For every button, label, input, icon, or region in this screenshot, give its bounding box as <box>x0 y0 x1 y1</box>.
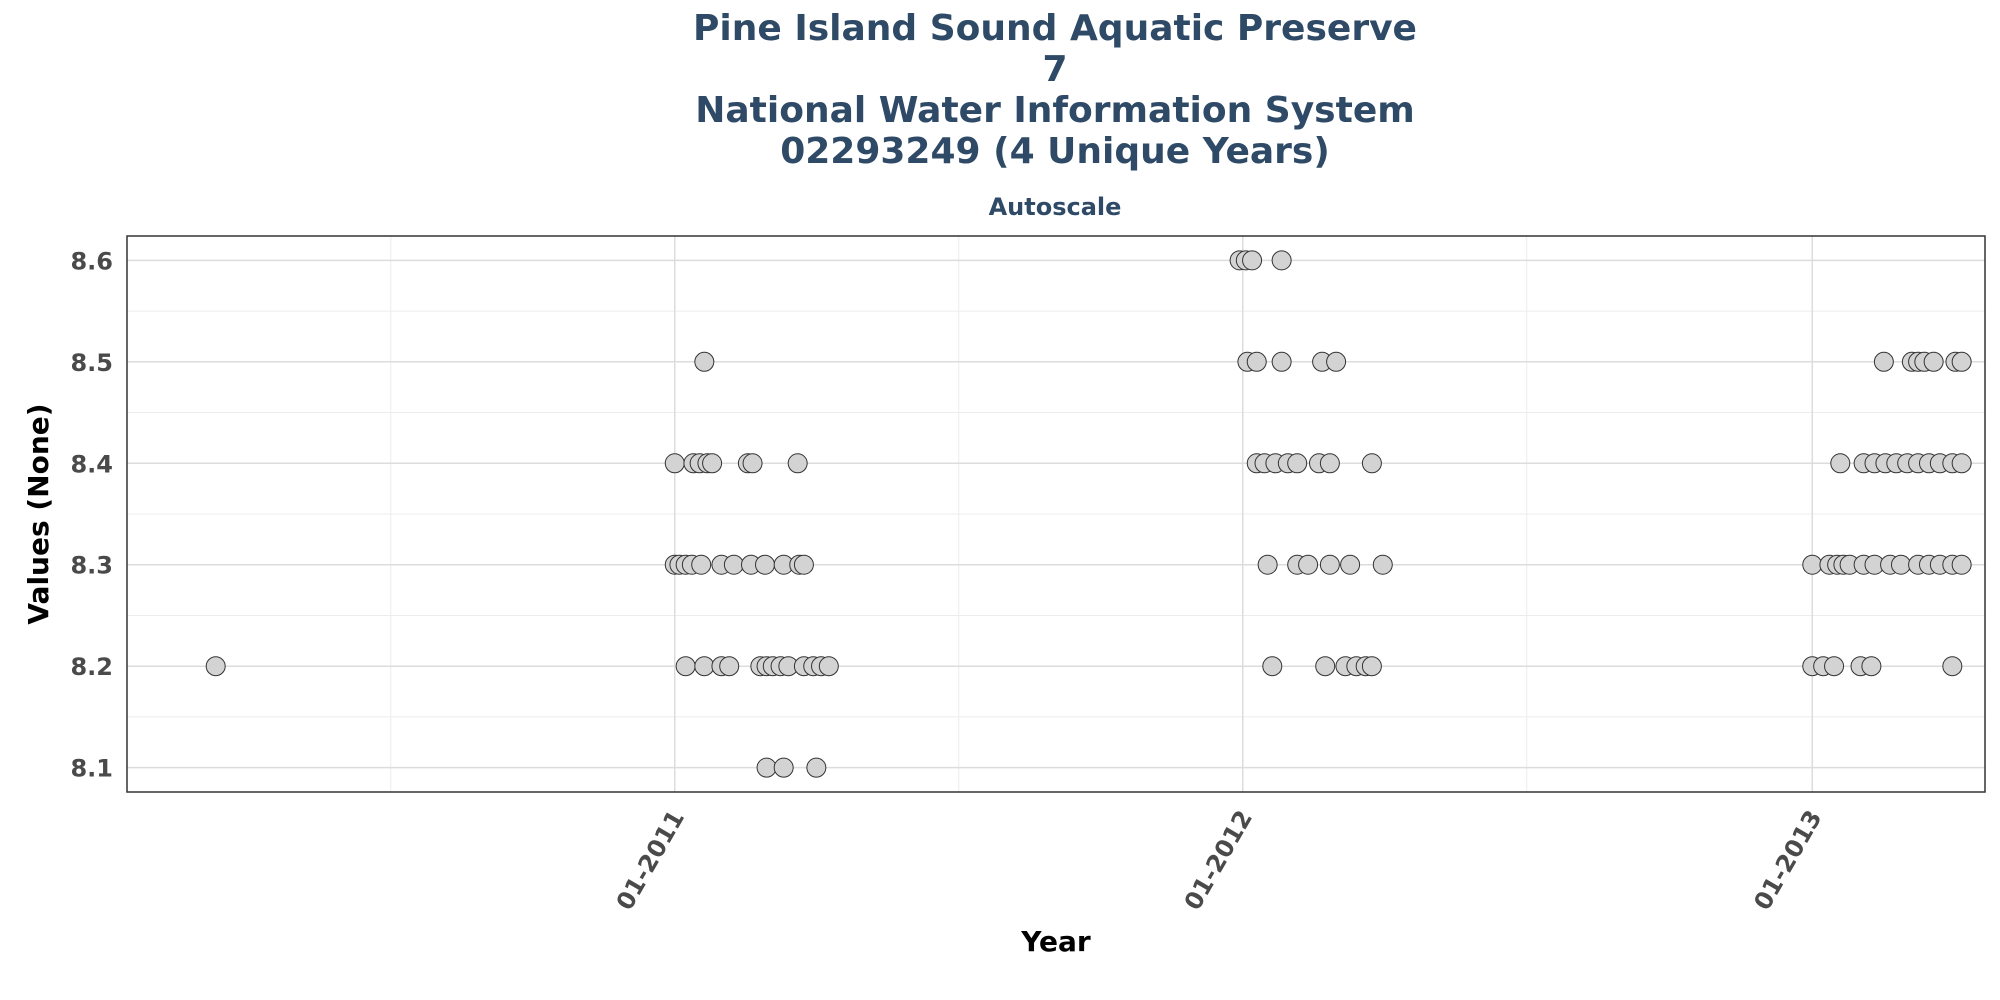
data-point <box>1923 351 1944 372</box>
x-tick-labels: 01-2011 01-2012 01-2013 <box>611 805 1828 914</box>
data-point <box>675 656 696 677</box>
plot-border <box>126 235 1986 793</box>
data-point <box>1951 453 1972 474</box>
data-point <box>1271 250 1292 271</box>
data-point <box>742 453 763 474</box>
data-point <box>1861 656 1882 677</box>
chart-title-line-1: Pine Island Sound Aquatic Preserve <box>693 8 1417 49</box>
x-tick-label: 01-2013 <box>1748 805 1827 914</box>
y-axis-title: Values (None) <box>22 403 55 624</box>
data-point <box>1361 656 1382 677</box>
data-point <box>1372 554 1393 575</box>
data-point <box>694 351 715 372</box>
chart-title-line-4: 02293249 (4 Unique Years) <box>780 131 1330 172</box>
data-point <box>1951 351 1972 372</box>
x-tick-label: 01-2012 <box>1179 805 1258 914</box>
y-tick-label: 8.1 <box>70 755 113 783</box>
data-point <box>1319 554 1340 575</box>
data-point <box>1287 453 1308 474</box>
data-point <box>1802 554 1823 575</box>
data-point <box>1246 351 1267 372</box>
data-point <box>664 453 685 474</box>
chart-title-line-2: 7 <box>1042 49 1068 90</box>
data-point <box>1271 351 1292 372</box>
chart-title-line-3: National Water Information System <box>695 90 1415 131</box>
grid-lines <box>127 236 1985 792</box>
data-point <box>719 656 740 677</box>
data-points <box>205 250 1972 778</box>
x-tick-label: 01-2011 <box>611 805 690 914</box>
data-point <box>1890 554 1911 575</box>
y-tick-label: 8.6 <box>70 247 113 275</box>
data-point <box>1942 656 1963 677</box>
data-point <box>793 554 814 575</box>
data-point <box>806 757 827 778</box>
y-tick-label: 8.5 <box>70 349 113 377</box>
data-point <box>787 453 808 474</box>
data-point <box>1830 453 1851 474</box>
data-point <box>1824 656 1845 677</box>
data-point <box>1262 656 1283 677</box>
data-point <box>702 453 723 474</box>
data-point <box>1873 351 1894 372</box>
data-point <box>1257 554 1278 575</box>
data-point <box>1361 453 1382 474</box>
data-point <box>1298 554 1319 575</box>
data-point <box>1319 453 1340 474</box>
data-point <box>818 656 839 677</box>
chart-subtitle: Autoscale <box>988 193 1122 221</box>
data-point <box>773 757 794 778</box>
x-axis-title: Year <box>1020 925 1091 958</box>
data-point <box>1326 351 1347 372</box>
data-point <box>723 554 744 575</box>
data-point <box>1315 656 1336 677</box>
y-tick-label: 8.3 <box>70 552 113 580</box>
data-point <box>755 554 776 575</box>
chart-title-block: Pine Island Sound Aquatic Preserve 7 Nat… <box>0 8 2000 222</box>
data-point <box>691 554 712 575</box>
y-tick-labels: 8.1 8.2 8.3 8.4 8.5 8.6 <box>70 247 113 782</box>
y-tick-label: 8.2 <box>70 653 113 681</box>
data-point <box>205 656 226 677</box>
y-tick-label: 8.4 <box>70 450 113 478</box>
data-point <box>1340 554 1361 575</box>
data-point <box>756 757 777 778</box>
data-point <box>1951 554 1972 575</box>
data-point <box>694 656 715 677</box>
data-point <box>1242 250 1263 271</box>
